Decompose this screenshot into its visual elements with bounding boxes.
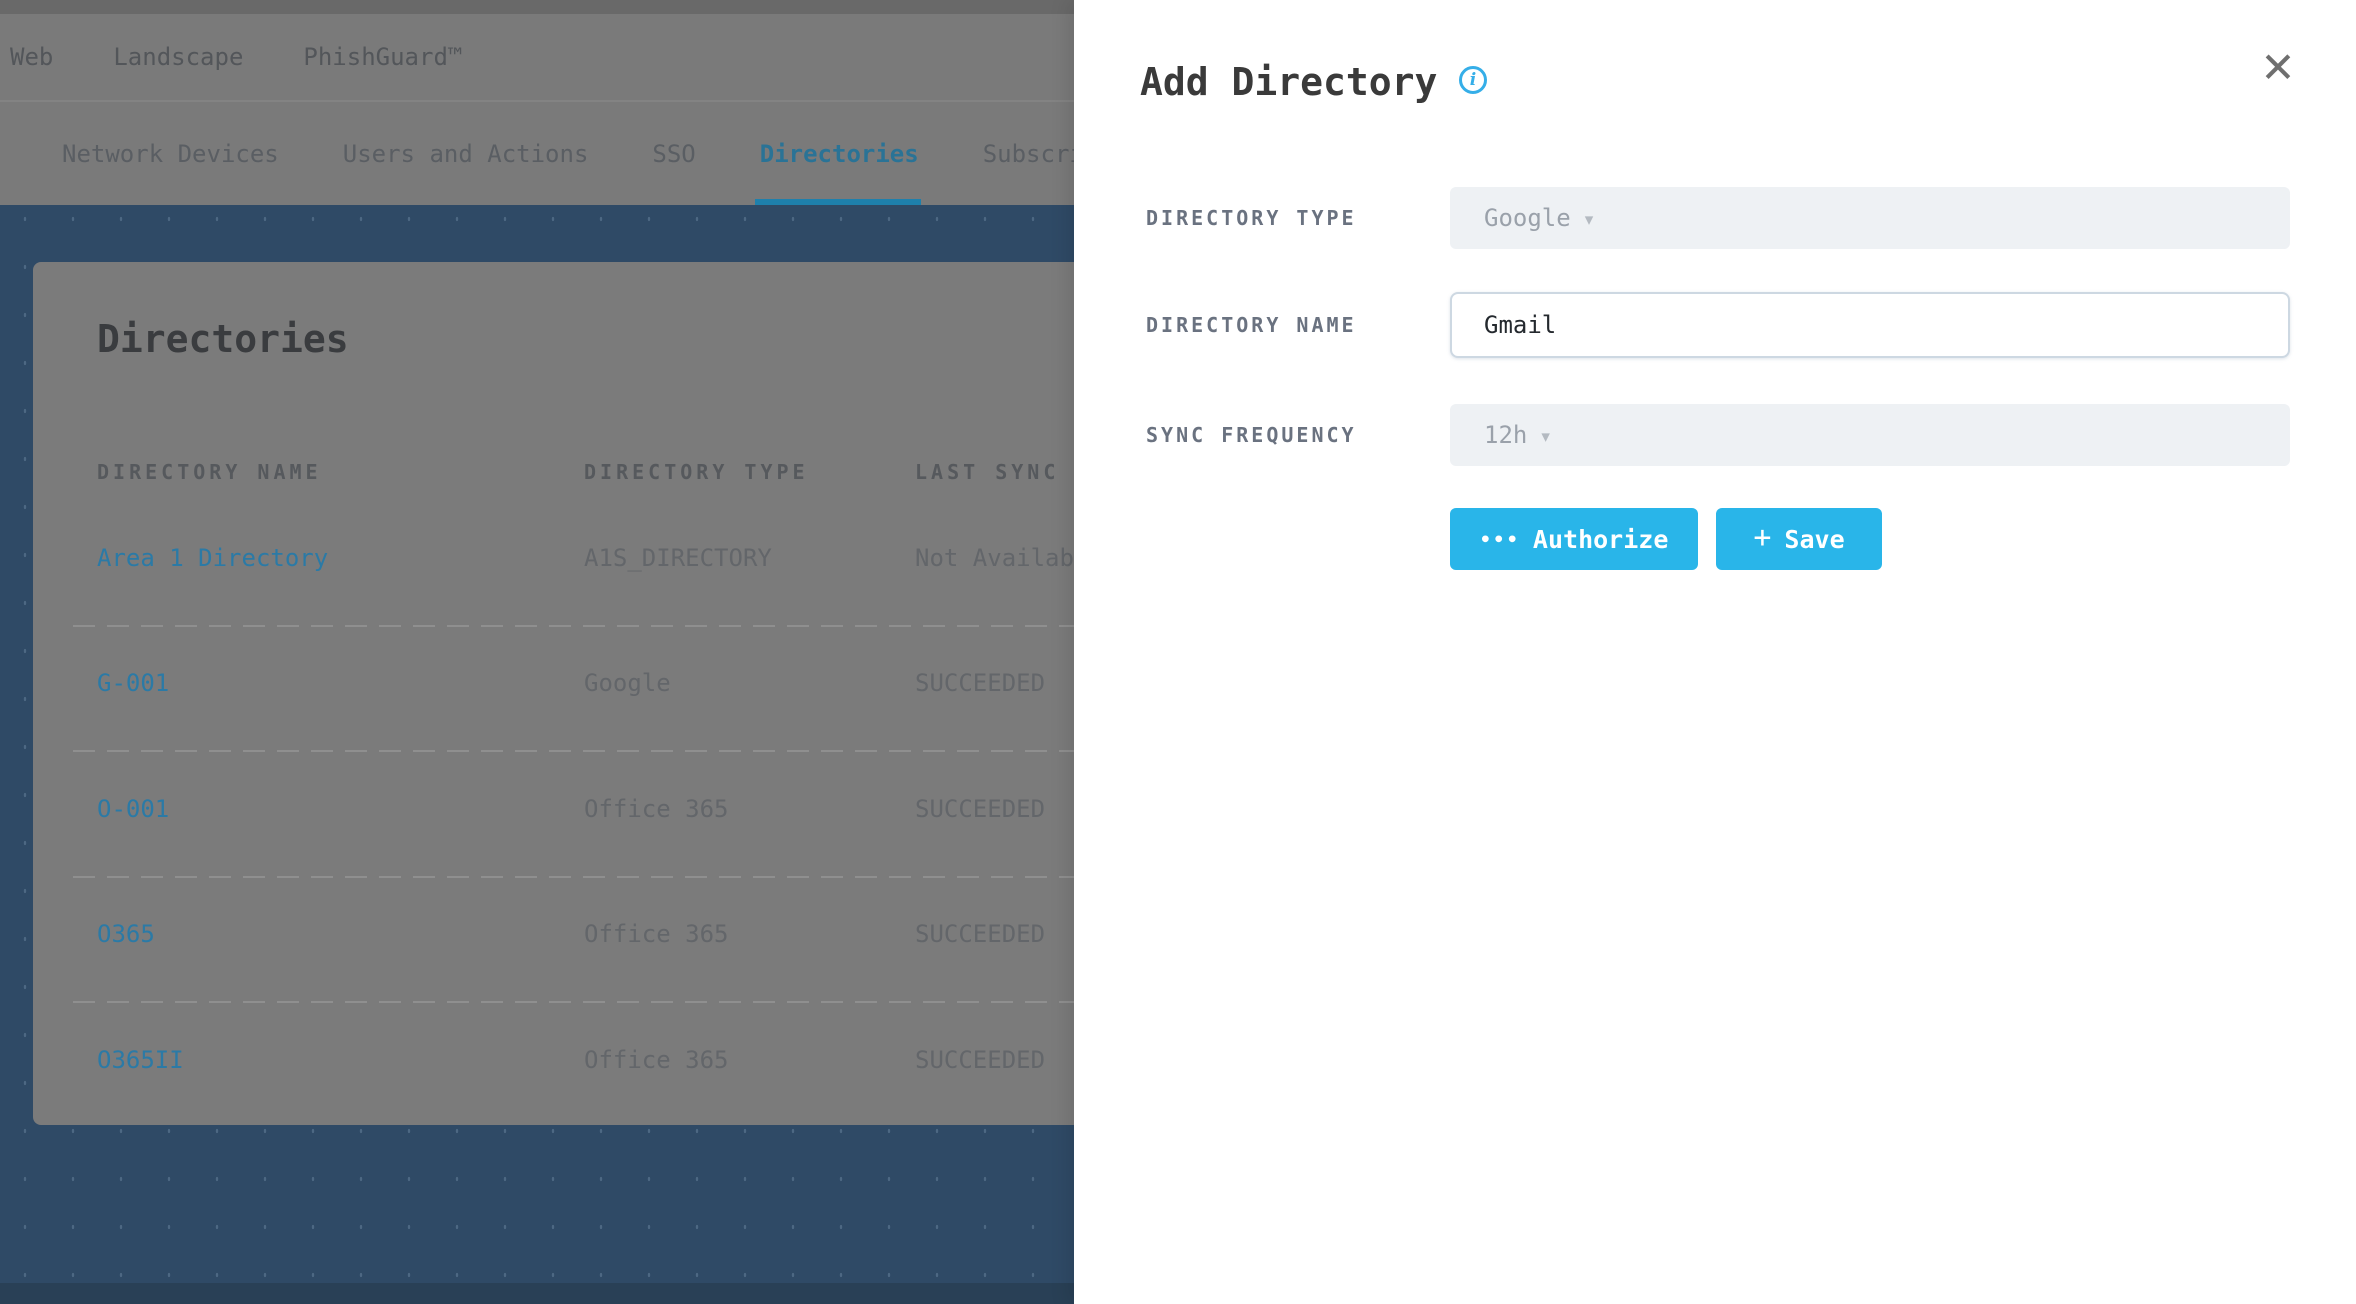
last-sync-cell: SUCCEEDED [915,795,1046,823]
directory-name-row: DIRECTORY NAME [1146,292,2290,358]
column-header-last-sync: LAST SYNC AT [915,460,1108,484]
directory-type-value: Google [1484,204,1571,232]
table-header-row: DIRECTORY NAME DIRECTORY TYPE LAST SYNC … [33,460,2323,494]
directory-name-link[interactable]: Area 1 Directory [97,544,329,572]
tab-users-and-actions[interactable]: Users and Actions [342,139,589,168]
caret-down-icon: ▾ [1541,426,1550,447]
caret-down-icon: ▾ [1584,209,1594,230]
column-header-directory-name: DIRECTORY NAME [97,460,322,484]
directory-type-cell: Office 365 [584,1046,729,1074]
info-icon[interactable]: i [1459,66,1487,94]
last-sync-cell: SUCCEEDED [915,1046,1046,1074]
ellipsis-icon: ••• [1479,529,1520,551]
nav-item-phishguard[interactable]: PhishGuard™ [303,43,463,71]
directory-name-link[interactable]: O365II [97,1046,184,1074]
sync-frequency-row: SYNC FREQUENCY 12h ▾ [1146,404,2290,466]
directory-type-cell: A1S_DIRECTORY [584,544,772,572]
last-sync-cell: SUCCEEDED [915,920,1046,948]
sync-frequency-value: 12h [1484,421,1528,449]
panel-title: Add Directory [1140,60,1438,104]
directory-name-link[interactable]: O-001 [97,795,170,823]
save-button[interactable]: + Save [1716,508,1882,570]
directory-name-label: DIRECTORY NAME [1146,313,1357,337]
tab-sso[interactable]: SSO [652,139,696,168]
directory-name-input[interactable] [1450,292,2290,358]
last-sync-cell: SUCCEEDED [915,669,1046,697]
authorize-button-label: Authorize [1532,524,1669,554]
close-icon[interactable]: ✕ [2250,40,2306,96]
nav-item-web[interactable]: Web [10,43,54,71]
sync-frequency-label: SYNC FREQUENCY [1146,423,1357,447]
directory-type-label: DIRECTORY TYPE [1146,206,1357,230]
panel-actions: ••• Authorize + Save [1450,508,1882,570]
tab-directories[interactable]: Directories [754,102,921,205]
directory-type-select[interactable]: Google ▾ [1450,187,2290,249]
directory-type-cell: Google [584,669,671,697]
table-row: Area 1 Directory A1S_DIRECTORY Not Avail… [33,544,2323,580]
last-sync-cell: Not Available [915,544,1103,572]
table-row: O365II Office 365 SUCCEEDED [33,1046,2323,1082]
directory-type-cell: Office 365 [584,920,729,948]
save-button-label: Save [1784,524,1845,554]
add-directory-panel: Add Directory i ✕ DIRECTORY TYPE Google … [1074,0,2356,1304]
card-title: Directories [97,317,349,361]
directory-type-cell: Office 365 [584,795,729,823]
column-header-directory-type: DIRECTORY TYPE [584,460,809,484]
directory-name-link[interactable]: G-001 [97,669,170,697]
sync-frequency-select[interactable]: 12h ▾ [1450,404,2290,466]
table-row: O365 Office 365 SUCCEEDED [33,920,2323,956]
tab-network-devices[interactable]: Network Devices [62,139,279,168]
nav-item-landscape[interactable]: Landscape [113,43,244,71]
table-row: G-001 Google SUCCEEDED [33,669,2323,705]
authorize-button[interactable]: ••• Authorize [1450,508,1698,570]
directory-type-row: DIRECTORY TYPE Google ▾ [1146,187,2290,249]
table-row: O-001 Office 365 SUCCEEDED [33,795,2323,831]
directory-name-link[interactable]: O365 [97,920,155,948]
plus-icon: + [1753,519,1772,555]
